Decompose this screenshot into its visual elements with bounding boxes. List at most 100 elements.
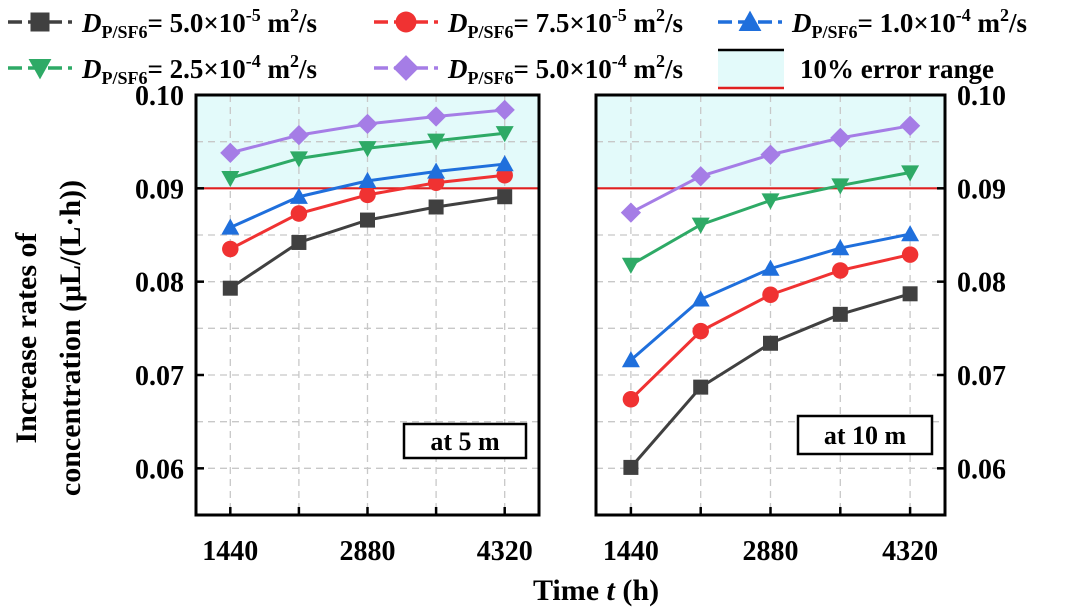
data-point xyxy=(291,234,307,250)
legend-item-2: DP/SF6= 7.5×10-5 m2/s xyxy=(374,5,683,42)
data-point xyxy=(621,257,640,274)
x-axis-label: Time t (h) xyxy=(533,574,659,607)
series-5 xyxy=(620,115,921,223)
data-point xyxy=(832,262,849,279)
x-tick-label: 4320 xyxy=(477,536,533,567)
legend-item-3: DP/SF6= 1.0×10-4 m2/s xyxy=(718,5,1027,42)
data-point xyxy=(901,225,920,242)
legend-marker xyxy=(393,55,419,81)
data-point xyxy=(427,162,446,179)
data-point xyxy=(358,171,377,188)
panel-2: 0.06 0.07 0.08 0.09 0.10 1440 2880 4320 at 10 m xyxy=(594,81,1006,567)
panel-label: at 5 m xyxy=(430,427,500,456)
data-point xyxy=(221,170,240,188)
data-point xyxy=(690,166,711,187)
series-1 xyxy=(222,189,513,296)
data-point xyxy=(621,351,640,368)
data-point xyxy=(899,115,921,136)
data-point xyxy=(494,99,515,121)
data-point xyxy=(428,199,444,215)
y-axis-label-line1: Increase rates of xyxy=(10,231,43,443)
data-point xyxy=(763,335,778,351)
data-point xyxy=(760,144,781,165)
series-4 xyxy=(221,126,514,188)
data-point xyxy=(691,290,710,307)
data-point xyxy=(360,212,375,228)
x-tick-label: 1440 xyxy=(202,536,258,567)
data-point xyxy=(357,113,378,135)
x-tick-label: 2880 xyxy=(743,536,799,567)
legend: DP/SF6= 5.0×10-5 m2/s DP/SF6= 7.5×10-5 m2… xyxy=(8,5,1027,90)
data-point xyxy=(832,306,848,322)
y-tick-label: 0.09 xyxy=(957,174,1006,205)
y-tick-label: 0.07 xyxy=(135,361,184,392)
panel-label-box xyxy=(796,414,934,456)
legend-label: DP/SF6= 2.5×10-4 m2/s xyxy=(81,51,317,88)
series-1 xyxy=(623,286,918,475)
data-point xyxy=(901,165,920,182)
y-tick-label: 0.07 xyxy=(957,361,1006,392)
data-point xyxy=(902,286,918,302)
legend-marker xyxy=(395,11,417,33)
y-tick-label: 0.10 xyxy=(957,81,1006,112)
panel-label-box xyxy=(402,422,528,460)
y-tick-label: 0.09 xyxy=(135,174,184,205)
series-2 xyxy=(622,246,919,408)
legend-item-1: DP/SF6= 5.0×10-5 m2/s xyxy=(8,5,317,42)
data-point xyxy=(222,240,239,258)
panel-1: 0.06 0.07 0.08 0.09 0.10 1440 2880 4320 at 5 m xyxy=(135,81,541,567)
series-4 xyxy=(621,165,920,274)
data-point xyxy=(427,133,446,150)
y-tick-label: 0.10 xyxy=(135,81,184,112)
data-point xyxy=(358,141,377,158)
data-point xyxy=(830,127,851,149)
x-tick-label: 2880 xyxy=(340,536,396,567)
data-point xyxy=(425,106,447,127)
legend-item-4: DP/SF6= 2.5×10-4 m2/s xyxy=(8,51,317,88)
y-tick-label: 0.06 xyxy=(957,454,1006,485)
data-point xyxy=(622,391,640,408)
data-point xyxy=(831,178,850,195)
data-point xyxy=(290,205,308,222)
legend-label: DP/SF6= 1.0×10-4 m2/s xyxy=(791,5,1027,42)
data-point xyxy=(221,218,240,235)
data-point xyxy=(831,239,850,256)
y-axis-label-line2: concentration (μL/(L·h)) xyxy=(54,180,87,496)
data-point xyxy=(497,189,513,205)
y-axis-label: Increase rates of concentration (μL/(L·h… xyxy=(10,180,87,496)
legend-marker xyxy=(30,12,50,32)
y-tick-label: 0.08 xyxy=(957,268,1006,299)
legend-label-error-range: 10% error range xyxy=(800,54,994,84)
data-point xyxy=(693,379,709,395)
data-point xyxy=(495,155,514,172)
y-tick-label: 0.08 xyxy=(135,268,184,299)
legend-item-5: DP/SF6= 5.0×10-4 m2/s xyxy=(374,51,683,88)
series-3 xyxy=(621,225,920,368)
legend-item-error-range: 10% error range xyxy=(718,48,994,90)
data-point xyxy=(761,193,780,210)
data-point xyxy=(289,151,308,168)
data-point xyxy=(762,286,779,303)
series-5 xyxy=(220,99,515,163)
legend-label: DP/SF6= 5.0×10-5 m2/s xyxy=(81,5,317,42)
y-tick-label: 0.06 xyxy=(135,454,184,485)
data-point xyxy=(692,322,709,340)
legend-label: DP/SF6= 7.5×10-5 m2/s xyxy=(447,5,683,42)
data-point xyxy=(620,202,642,223)
panel-label: at 10 m xyxy=(824,421,907,450)
series-3 xyxy=(221,155,514,235)
legend-marker xyxy=(28,58,52,80)
legend-label: DP/SF6= 5.0×10-4 m2/s xyxy=(447,51,683,88)
x-tick-label: 1440 xyxy=(603,536,659,567)
data-point xyxy=(901,246,919,263)
data-point xyxy=(623,459,639,475)
data-point xyxy=(222,280,238,296)
data-point xyxy=(288,125,310,146)
data-point xyxy=(220,142,241,163)
legend-band-swatch xyxy=(718,50,784,88)
legend-marker xyxy=(738,10,762,32)
data-point xyxy=(359,186,376,204)
data-point xyxy=(761,259,780,276)
